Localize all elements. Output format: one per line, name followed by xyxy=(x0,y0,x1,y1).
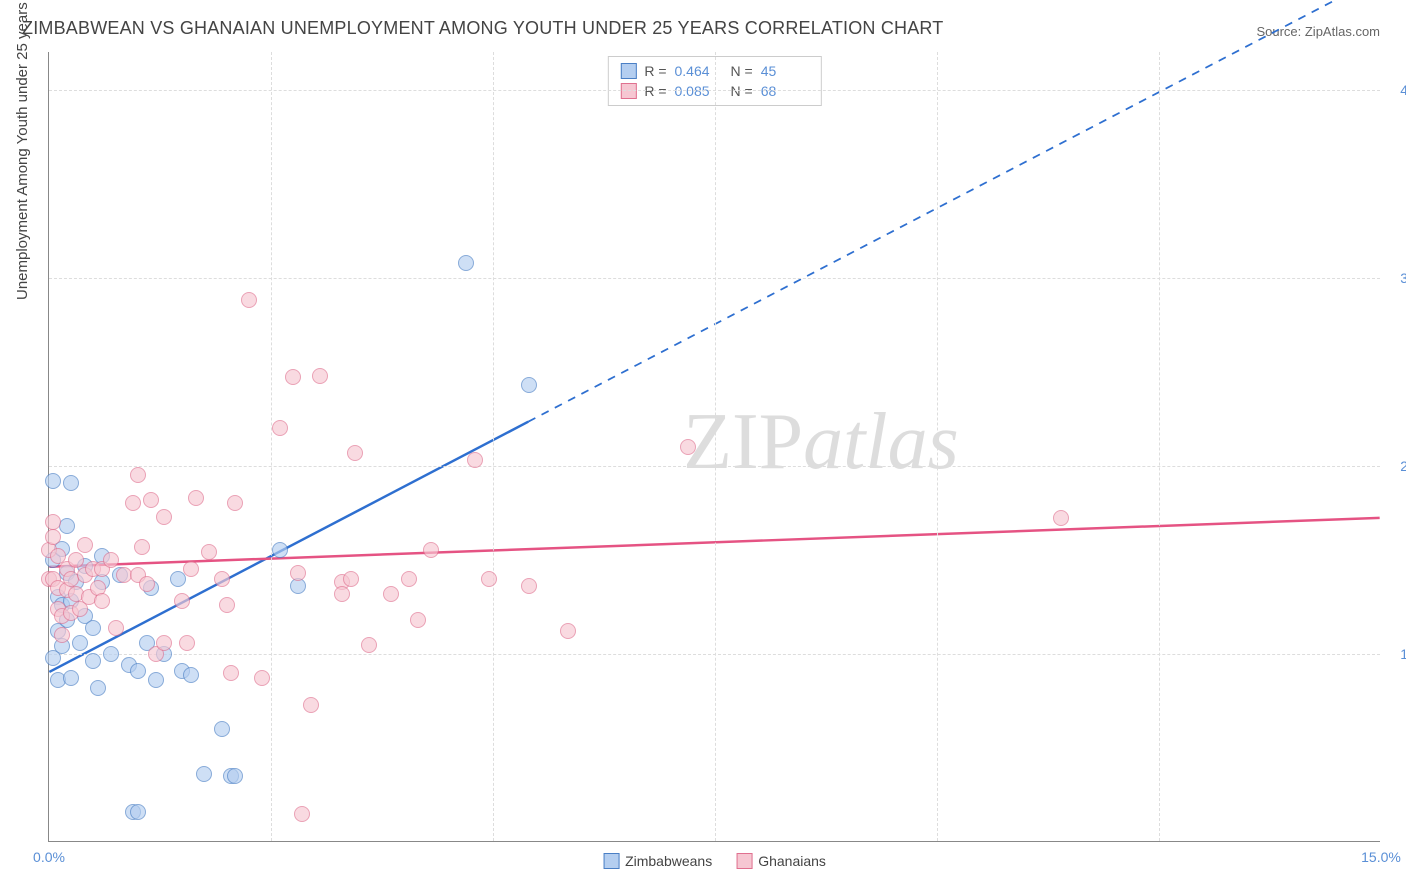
chart-title: ZIMBABWEAN VS GHANAIAN UNEMPLOYMENT AMON… xyxy=(22,18,944,39)
scatter-point xyxy=(148,672,164,688)
scatter-point xyxy=(334,586,350,602)
scatter-point xyxy=(72,635,88,651)
scatter-point xyxy=(481,571,497,587)
scatter-point xyxy=(85,653,101,669)
scatter-point xyxy=(77,537,93,553)
bottom-legend: Zimbabweans Ghanaians xyxy=(603,853,826,869)
scatter-point xyxy=(94,593,110,609)
n-label: N = xyxy=(731,83,753,99)
scatter-point xyxy=(401,571,417,587)
gridline-v xyxy=(715,52,716,841)
scatter-point xyxy=(196,766,212,782)
y-tick-label: 40.0% xyxy=(1400,82,1406,98)
scatter-point xyxy=(134,539,150,555)
scatter-point xyxy=(63,670,79,686)
scatter-point xyxy=(347,445,363,461)
legend-label-0: Zimbabweans xyxy=(625,853,712,869)
n-label: N = xyxy=(731,63,753,79)
scatter-point xyxy=(272,542,288,558)
scatter-point xyxy=(214,721,230,737)
scatter-point xyxy=(143,492,159,508)
scatter-point xyxy=(174,593,190,609)
scatter-point xyxy=(130,804,146,820)
y-tick-label: 20.0% xyxy=(1400,458,1406,474)
swatch-zimbabweans xyxy=(620,63,636,79)
scatter-point xyxy=(521,578,537,594)
scatter-point xyxy=(183,561,199,577)
scatter-point xyxy=(125,495,141,511)
r-label: R = xyxy=(644,83,666,99)
scatter-point xyxy=(188,490,204,506)
scatter-point xyxy=(383,586,399,602)
scatter-point xyxy=(227,495,243,511)
scatter-point xyxy=(68,552,84,568)
scatter-point xyxy=(103,646,119,662)
scatter-point xyxy=(156,635,172,651)
scatter-point xyxy=(241,292,257,308)
scatter-point xyxy=(130,663,146,679)
n-value-0: 45 xyxy=(761,63,809,79)
gridline-v xyxy=(493,52,494,841)
scatter-point xyxy=(54,627,70,643)
scatter-point xyxy=(294,806,310,822)
scatter-point xyxy=(45,514,61,530)
scatter-point xyxy=(201,544,217,560)
legend-item-ghanaians: Ghanaians xyxy=(736,853,826,869)
trend-line-solid xyxy=(49,422,528,672)
y-tick-label: 10.0% xyxy=(1400,646,1406,662)
scatter-point xyxy=(272,420,288,436)
scatter-point xyxy=(1053,510,1069,526)
scatter-point xyxy=(156,509,172,525)
scatter-point xyxy=(343,571,359,587)
x-tick-label: 0.0% xyxy=(33,849,65,865)
scatter-point xyxy=(290,565,306,581)
scatter-point xyxy=(423,542,439,558)
scatter-point xyxy=(227,768,243,784)
scatter-point xyxy=(467,452,483,468)
scatter-point xyxy=(90,680,106,696)
legend-swatch-ghanaians xyxy=(736,853,752,869)
scatter-point xyxy=(183,667,199,683)
y-axis-title: Unemployment Among Youth under 25 years xyxy=(14,2,31,300)
scatter-point xyxy=(312,368,328,384)
scatter-point xyxy=(560,623,576,639)
scatter-point xyxy=(521,377,537,393)
legend-swatch-zimbabweans xyxy=(603,853,619,869)
n-value-1: 68 xyxy=(761,83,809,99)
r-label: R = xyxy=(644,63,666,79)
scatter-point xyxy=(139,576,155,592)
gridline-v xyxy=(1159,52,1160,841)
plot-area: ZIPatlas R = 0.464 N = 45 R = 0.085 N = … xyxy=(48,52,1380,842)
gridline-v xyxy=(271,52,272,841)
gridline-v xyxy=(937,52,938,841)
legend-label-1: Ghanaians xyxy=(758,853,826,869)
scatter-point xyxy=(45,473,61,489)
scatter-point xyxy=(63,475,79,491)
scatter-point xyxy=(108,620,124,636)
scatter-point xyxy=(223,665,239,681)
scatter-point xyxy=(130,467,146,483)
scatter-point xyxy=(458,255,474,271)
x-tick-label: 15.0% xyxy=(1361,849,1401,865)
scatter-point xyxy=(103,552,119,568)
scatter-point xyxy=(214,571,230,587)
legend-item-zimbabweans: Zimbabweans xyxy=(603,853,712,869)
scatter-point xyxy=(45,529,61,545)
scatter-point xyxy=(680,439,696,455)
scatter-point xyxy=(254,670,270,686)
scatter-point xyxy=(410,612,426,628)
scatter-point xyxy=(285,369,301,385)
scatter-point xyxy=(361,637,377,653)
scatter-point xyxy=(219,597,235,613)
scatter-point xyxy=(303,697,319,713)
y-tick-label: 30.0% xyxy=(1400,270,1406,286)
scatter-point xyxy=(85,620,101,636)
swatch-ghanaians xyxy=(620,83,636,99)
scatter-point xyxy=(179,635,195,651)
